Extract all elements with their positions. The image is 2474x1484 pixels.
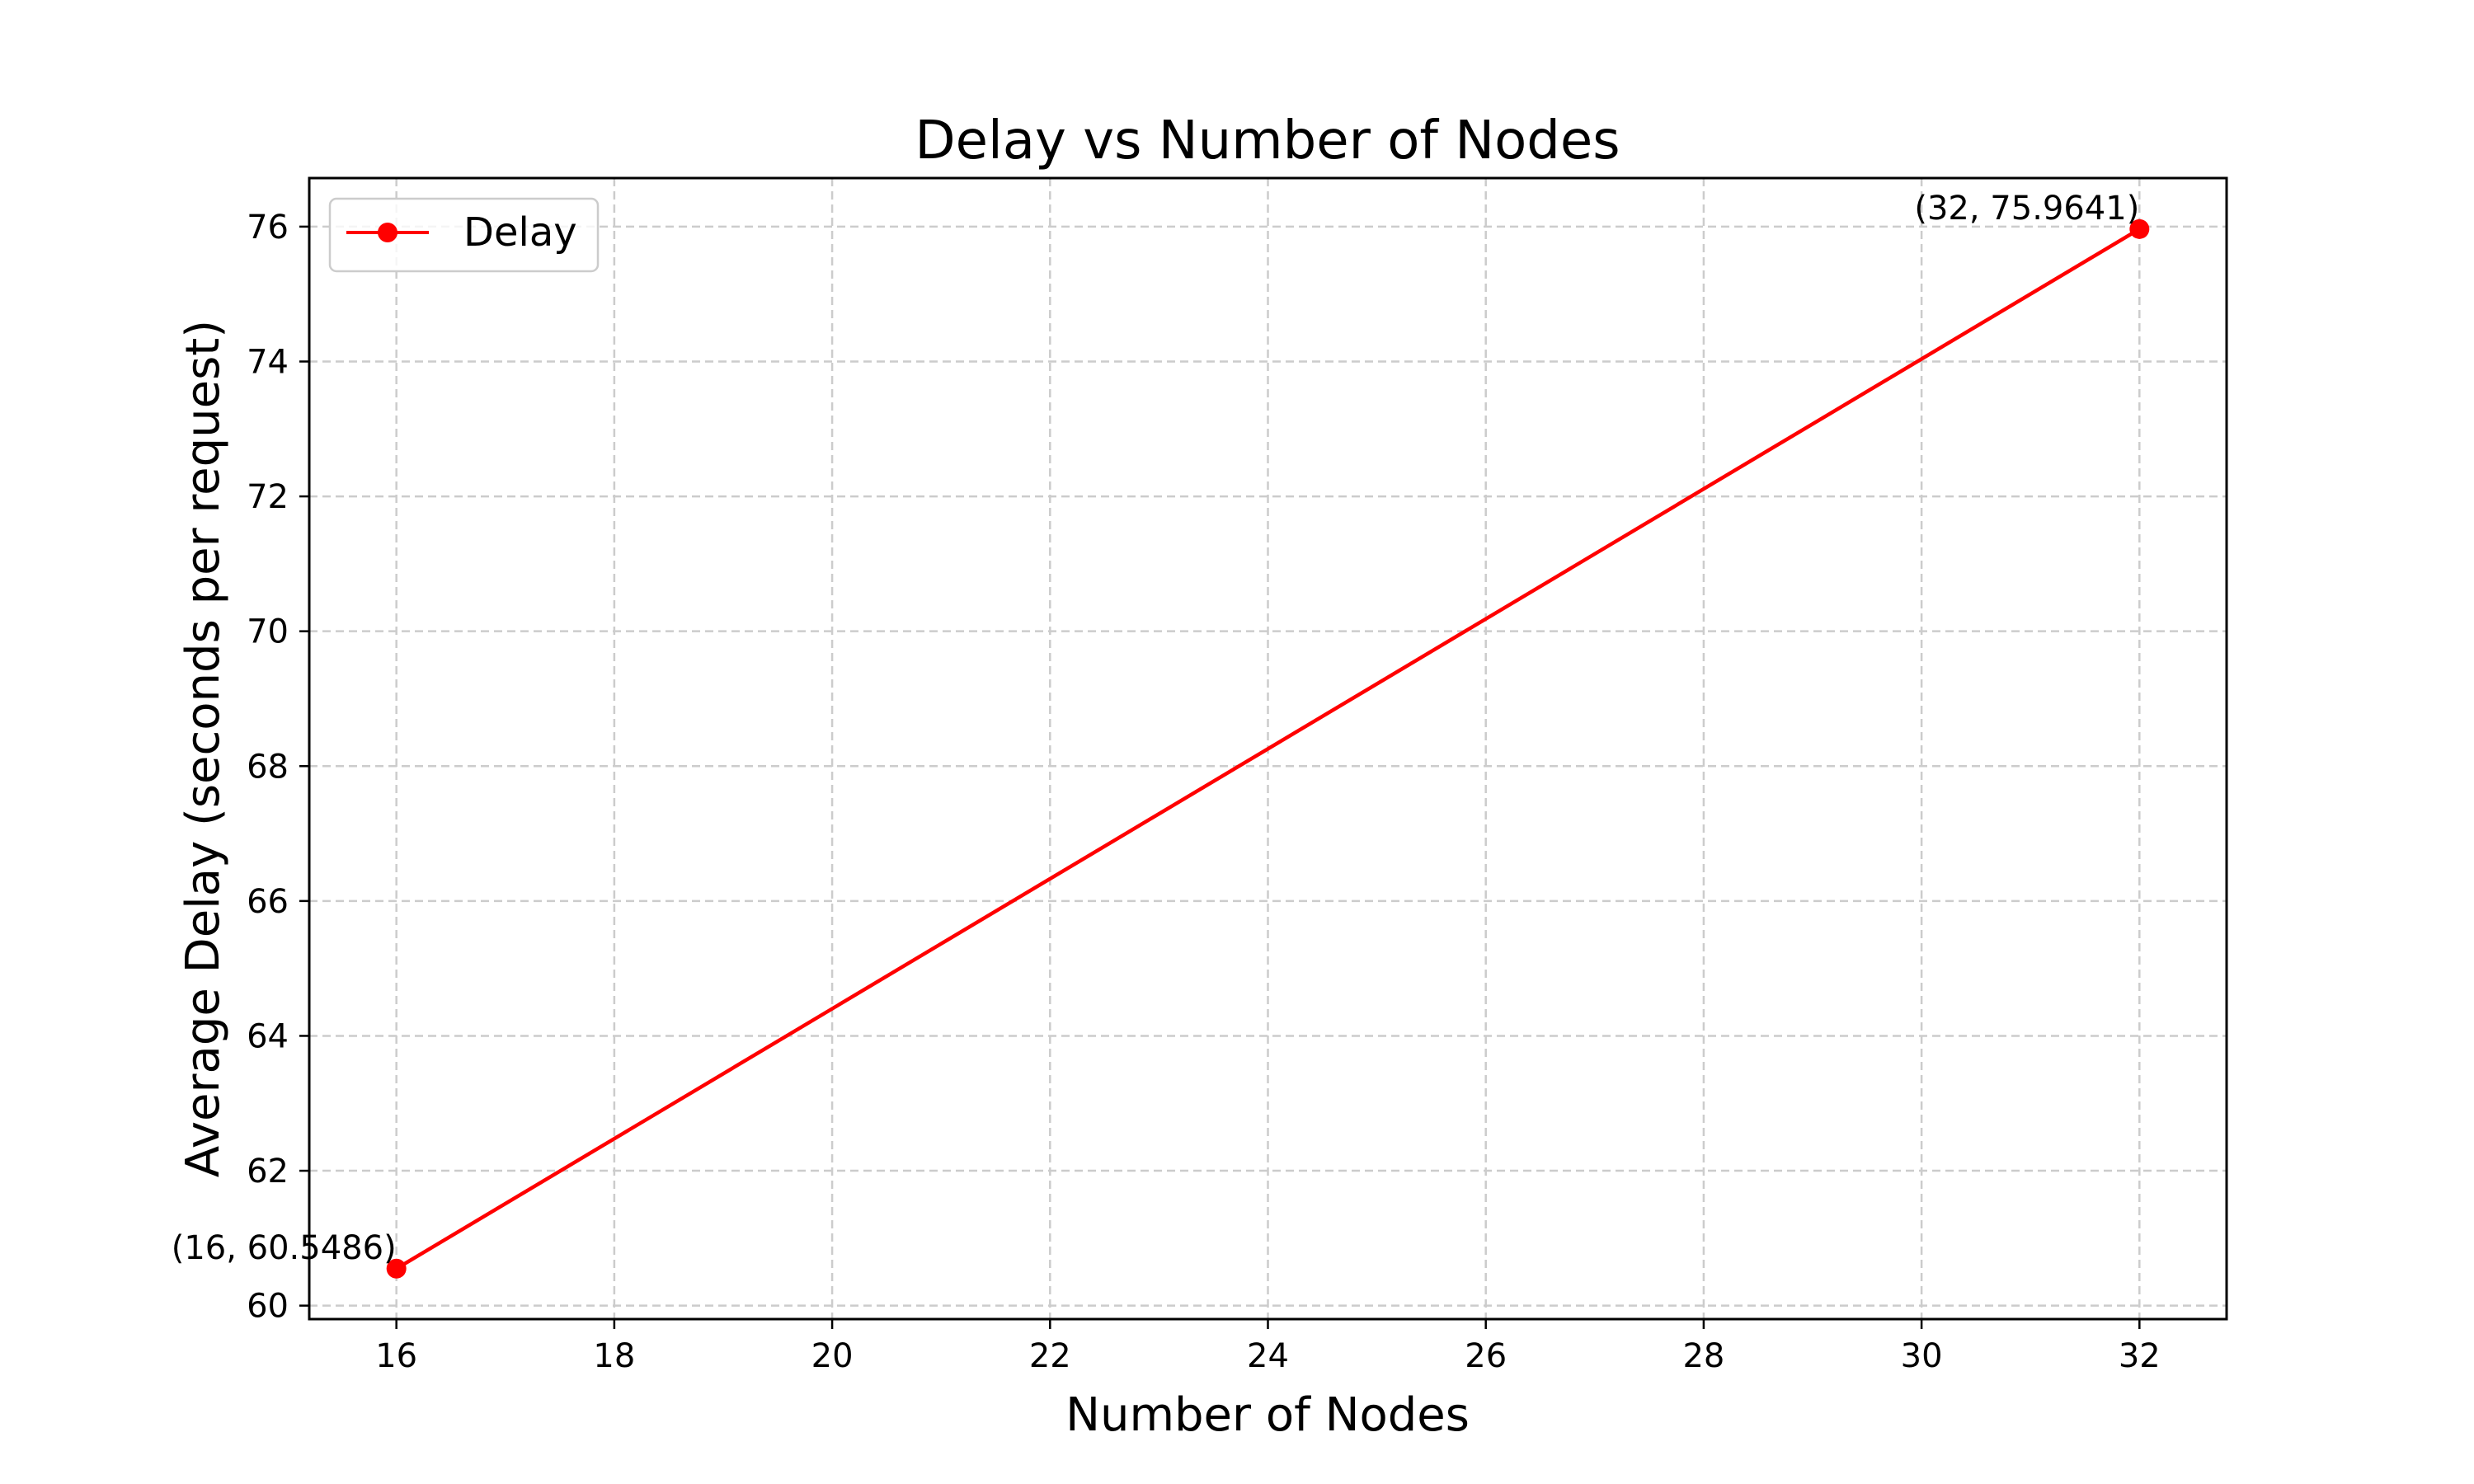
data-point [2129, 218, 2150, 239]
x-tick-label: 16 [375, 1337, 417, 1375]
data-label: (16, 60.5486) [172, 1229, 397, 1267]
legend: Delay [328, 197, 600, 273]
x-tick-label: 30 [1901, 1337, 1943, 1375]
y-tick-label: 62 [247, 1153, 289, 1190]
annotation-layer: (16, 60.5486) (32, 75.9641) [172, 190, 2140, 1267]
y-tick-label: 66 [247, 883, 289, 921]
data-point [386, 1258, 407, 1279]
y-tick-label: 64 [247, 1017, 289, 1055]
y-tick-label: 76 [247, 209, 289, 247]
y-tick-label: 72 [247, 478, 289, 516]
x-tick-label: 18 [593, 1337, 635, 1375]
series-line-delay [395, 227, 2141, 1270]
x-tick-label: 28 [1682, 1337, 1724, 1375]
chart-title: Delay vs Number of Nodes [915, 110, 1620, 171]
y-axis-label: Average Delay (seconds per request) [176, 320, 230, 1177]
y-tick-label: 74 [247, 343, 289, 381]
series-layer [386, 218, 2150, 1279]
y-tick-label: 60 [247, 1288, 289, 1326]
grid-layer [309, 178, 2227, 1319]
x-tick-label: 26 [1465, 1337, 1507, 1375]
data-label: (32, 75.9641) [1914, 190, 2139, 228]
x-axis-label: Number of Nodes [1065, 1388, 1470, 1442]
tick-layer: 16 18 20 22 24 26 28 30 32 60 62 64 66 68 70 72 74 76 [247, 209, 2161, 1375]
x-tick-label: 24 [1247, 1337, 1289, 1375]
legend-box [328, 197, 600, 273]
y-tick-label: 68 [247, 748, 289, 786]
x-tick-label: 32 [2119, 1337, 2161, 1375]
legend-label-delay: Delay [463, 209, 577, 256]
x-tick-label: 20 [811, 1337, 854, 1375]
legend-marker-swatch [378, 223, 397, 242]
x-tick-label: 22 [1029, 1337, 1071, 1375]
y-tick-label: 70 [247, 613, 289, 651]
